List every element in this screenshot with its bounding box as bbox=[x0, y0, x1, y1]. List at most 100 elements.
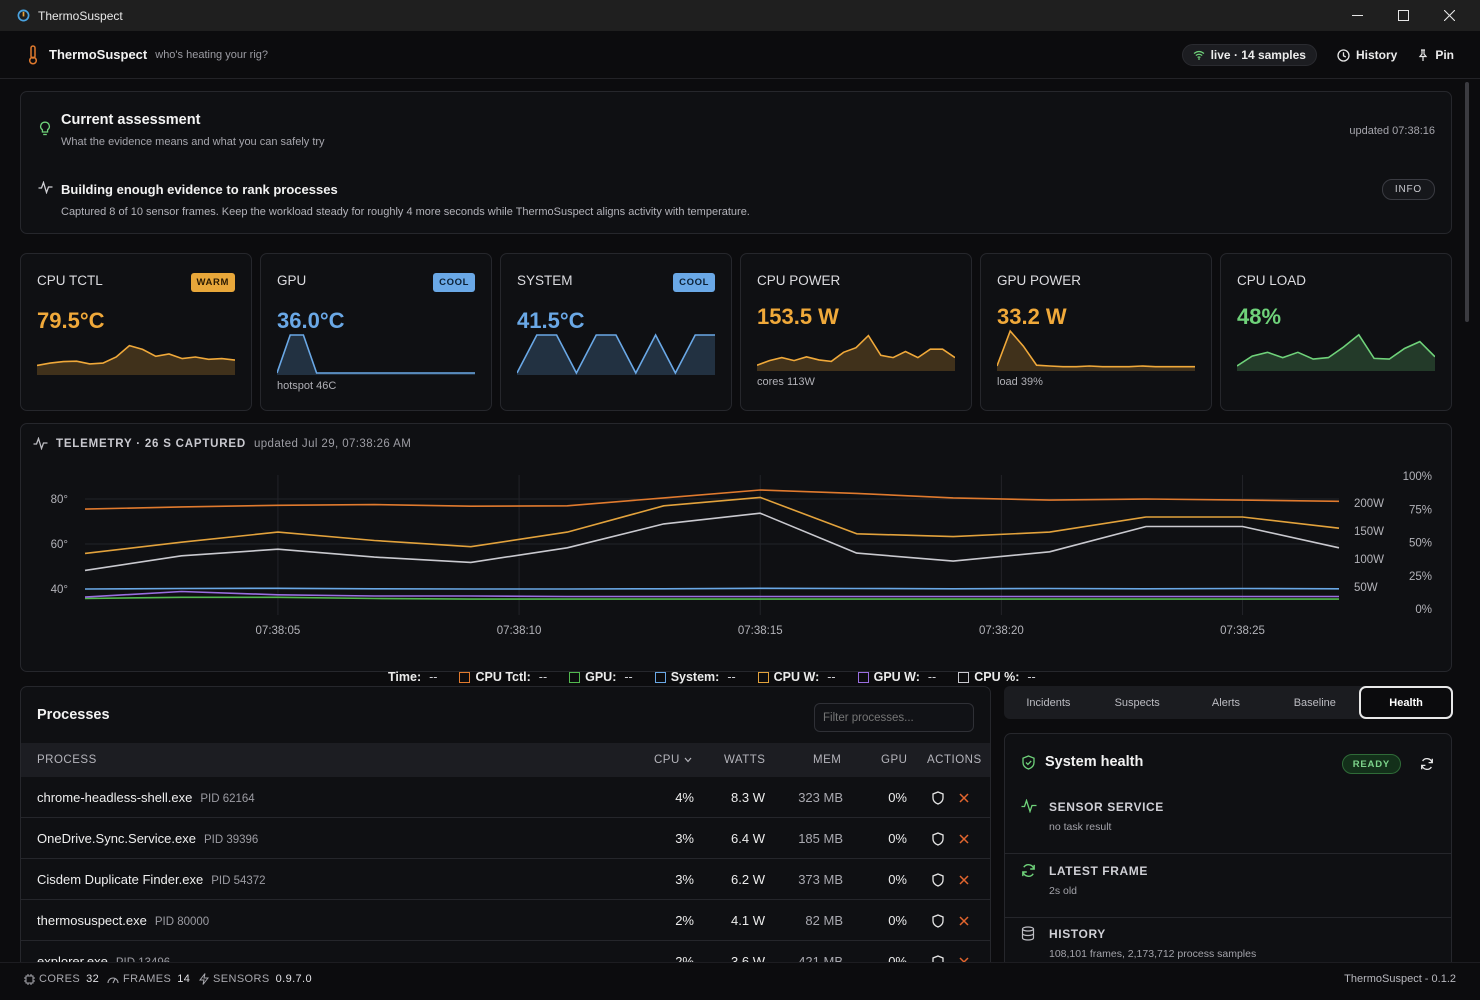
x-tick-label: 07:38:20 bbox=[979, 625, 1024, 637]
metric-label: CPU POWER bbox=[757, 273, 841, 288]
metric-value: 79.5°C bbox=[37, 308, 105, 333]
y-left-tick-label: 80° bbox=[51, 494, 68, 506]
filter-processes-input[interactable] bbox=[814, 703, 974, 732]
column-watts[interactable]: WATTS bbox=[724, 754, 766, 766]
system-health-card: System health READY SENSOR SERVICE no ta… bbox=[1004, 733, 1452, 976]
metric-card-gpu[interactable]: GPU COOL 36.0°C hotspot 46C bbox=[260, 253, 492, 411]
telemetry-title: TELEMETRY · 26 S CAPTURED bbox=[56, 437, 246, 450]
shield-icon[interactable] bbox=[932, 914, 944, 928]
metric-card-cpu-load[interactable]: CPU LOAD 48% bbox=[1220, 253, 1452, 411]
column-cpu[interactable]: CPU bbox=[654, 754, 680, 766]
refresh-icon[interactable] bbox=[1420, 757, 1434, 771]
status-frames-value: 14 bbox=[177, 973, 191, 985]
sparkline-area bbox=[37, 345, 235, 375]
close-button[interactable] bbox=[1426, 0, 1472, 31]
wifi-icon bbox=[1193, 50, 1204, 60]
maximize-button[interactable] bbox=[1380, 0, 1426, 31]
telemetry-chart[interactable]: 07:38:05 07:38:10 07:38:15 07:38:20 07:38:25… bbox=[21, 424, 1451, 671]
sparkline bbox=[37, 344, 235, 375]
legend-gpu: GPU: -- bbox=[569, 670, 633, 684]
sparkline-line bbox=[757, 334, 955, 366]
process-cpu: 3% bbox=[675, 831, 694, 846]
minimize-button[interactable] bbox=[1334, 0, 1380, 31]
table-row[interactable]: thermosuspect.exe PID 80000 2% 4.1 W 82 M… bbox=[21, 900, 990, 941]
clock-icon bbox=[1337, 48, 1350, 62]
tab-health[interactable]: Health bbox=[1359, 686, 1453, 719]
chevron-down-icon[interactable] bbox=[684, 757, 692, 763]
x-tick-label: 07:38:25 bbox=[1220, 625, 1265, 637]
shield-icon[interactable] bbox=[932, 832, 944, 846]
tab-suspects[interactable]: Suspects bbox=[1114, 696, 1160, 709]
status-cores-value: 32 bbox=[86, 973, 100, 985]
shield-icon[interactable] bbox=[932, 791, 944, 805]
tab-incidents[interactable]: Incidents bbox=[1026, 696, 1071, 709]
legend-label: Time: bbox=[388, 670, 422, 684]
column-mem[interactable]: MEM bbox=[813, 754, 842, 766]
kill-process-icon[interactable] bbox=[959, 916, 969, 926]
metric-card-cpu-tctl[interactable]: CPU TCTL WARM 79.5°C bbox=[20, 253, 252, 411]
legend-swatch bbox=[459, 671, 471, 683]
close-icon bbox=[1443, 10, 1455, 21]
kill-process-icon[interactable] bbox=[959, 834, 969, 844]
process-gpu: 0% bbox=[888, 790, 907, 805]
app-version: ThermoSuspect - 0.1.2 bbox=[1344, 973, 1456, 985]
process-mem: 373 MB bbox=[798, 872, 843, 887]
app-header: ThermoSuspect who's heating your rig? li… bbox=[0, 31, 1480, 79]
process-cpu: 3% bbox=[675, 872, 694, 887]
live-status-pill[interactable]: live · 14 samples bbox=[1181, 44, 1317, 66]
process-cpu: 2% bbox=[675, 913, 694, 928]
sparkline-line bbox=[1237, 333, 1435, 367]
table-row[interactable]: Cisdem Duplicate Finder.exe PID 54372 3% … bbox=[21, 859, 990, 900]
metric-value: 36.0°C bbox=[277, 308, 345, 333]
health-item-desc: 108,101 frames, 2,173,712 process sample… bbox=[1049, 948, 1257, 960]
y-right-power-tick-label: 150W bbox=[1354, 526, 1384, 538]
health-title: System health bbox=[1045, 754, 1144, 770]
process-name: thermosuspect.exe PID 80000 bbox=[37, 913, 209, 928]
window-scrollbar[interactable] bbox=[1465, 82, 1469, 322]
tab-alerts[interactable]: Alerts bbox=[1211, 696, 1241, 709]
health-item-name: LATEST FRAME bbox=[1049, 864, 1148, 878]
process-gpu: 0% bbox=[888, 872, 907, 887]
history-button[interactable]: History bbox=[1337, 48, 1397, 62]
metric-card-cpu-power[interactable]: CPU POWER 153.5 W cores 113W bbox=[740, 253, 972, 411]
sparkline-area bbox=[757, 335, 955, 371]
kill-process-icon[interactable] bbox=[959, 793, 969, 803]
process-watts: 4.1 W bbox=[731, 913, 765, 928]
health-item-name: SENSOR SERVICE bbox=[1049, 800, 1164, 814]
process-cpu: 4% bbox=[675, 790, 694, 805]
table-row[interactable]: OneDrive.Sync.Service.exe PID 39396 3% 6.… bbox=[21, 818, 990, 859]
refresh-icon bbox=[1022, 864, 1035, 877]
process-mem: 82 MB bbox=[805, 913, 843, 928]
x-tick-label: 07:38:15 bbox=[738, 625, 783, 637]
metric-footnote: cores 113W bbox=[757, 376, 815, 388]
history-label: History bbox=[1355, 48, 1398, 62]
pin-button[interactable]: Pin bbox=[1417, 48, 1454, 62]
legend-label: CPU %: bbox=[974, 670, 1020, 684]
legend-swatch bbox=[654, 671, 666, 683]
metric-footnote: load 39% bbox=[997, 376, 1043, 388]
column-gpu[interactable]: GPU bbox=[881, 754, 908, 766]
cpu-chip-icon bbox=[24, 973, 35, 985]
process-mem: 185 MB bbox=[798, 831, 843, 846]
status-badge: COOL bbox=[673, 273, 715, 292]
tab-baseline[interactable]: Baseline bbox=[1293, 696, 1336, 709]
lightbulb-icon bbox=[40, 121, 50, 136]
legend-time: Time: -- bbox=[388, 670, 437, 684]
sparkline bbox=[757, 334, 955, 371]
metric-footnote: hotspot 46C bbox=[277, 380, 337, 392]
health-item-latest-frame: LATEST FRAME 2s old bbox=[1005, 855, 1451, 918]
minimize-icon bbox=[1351, 15, 1363, 16]
sparkline-line bbox=[997, 329, 1195, 368]
column-process[interactable]: PROCESS bbox=[37, 754, 97, 766]
metric-card-system[interactable]: SYSTEM COOL 41.5°C bbox=[500, 253, 732, 411]
metric-card-gpu-power[interactable]: GPU POWER 33.2 W load 39% bbox=[980, 253, 1212, 411]
shield-icon[interactable] bbox=[932, 873, 944, 887]
bolt-icon bbox=[199, 973, 209, 985]
legend-label: CPU Tctl: bbox=[475, 670, 531, 684]
telemetry-card: TELEMETRY · 26 S CAPTURED updated Jul 29… bbox=[20, 423, 1452, 672]
legend-cpu-pct: CPU %: -- bbox=[958, 670, 1036, 684]
metric-value: 33.2 W bbox=[997, 304, 1067, 329]
kill-process-icon[interactable] bbox=[959, 875, 969, 885]
table-row[interactable]: chrome-headless-shell.exe PID 62164 4% 8.… bbox=[21, 777, 990, 818]
process-watts: 6.4 W bbox=[731, 831, 765, 846]
